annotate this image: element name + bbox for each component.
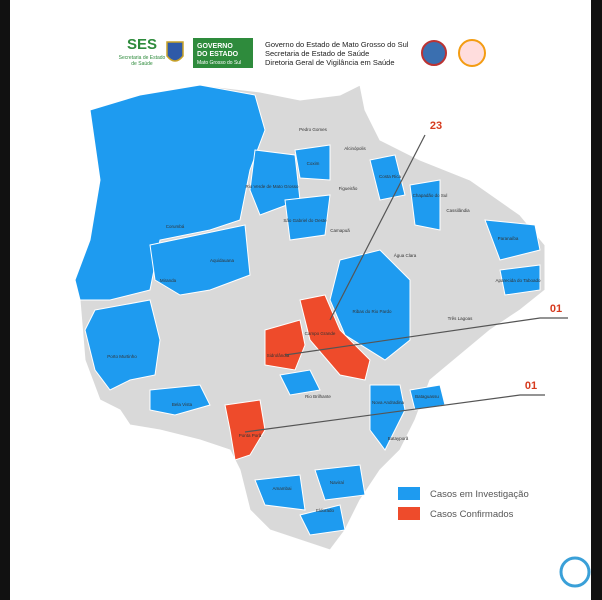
region bbox=[74, 84, 266, 301]
region bbox=[149, 224, 251, 296]
municipality-label: Bela Vista bbox=[172, 402, 193, 407]
region bbox=[279, 369, 321, 396]
municipality-label: Chapadão do Sul bbox=[413, 193, 448, 198]
header-line: Diretoria Geral de Vigilância em Saúde bbox=[265, 58, 395, 67]
municipality-label: Nova Andradina bbox=[372, 400, 405, 405]
municipality-label: Pedro Gomes bbox=[299, 127, 328, 132]
leader-line bbox=[284, 317, 568, 356]
municipality-label: Corumbá bbox=[166, 224, 185, 229]
municipality-labels: Corumbá Rio Verde de Mato Grosso Coxim Cost… bbox=[107, 127, 541, 513]
municipality-label: Ribas do Rio Pardo bbox=[352, 309, 392, 314]
municipality-label: Cassilândia bbox=[446, 208, 470, 213]
badge-text: Mato Grosso do Sul bbox=[197, 60, 241, 66]
badge-text: DO ESTADO bbox=[197, 51, 239, 58]
legend-swatch bbox=[398, 487, 420, 500]
gov-badge bbox=[193, 38, 253, 68]
region bbox=[264, 319, 306, 371]
municipality-label: Camapuã bbox=[330, 228, 350, 233]
municipality-label: Amambai bbox=[272, 486, 291, 491]
legend-swatch bbox=[398, 507, 420, 520]
municipality-label: Figueirão bbox=[339, 186, 358, 191]
ses-logo: SES bbox=[127, 36, 157, 53]
legend-label: Casos em Investigação bbox=[430, 489, 529, 500]
region bbox=[329, 249, 411, 361]
region bbox=[254, 474, 306, 511]
municipality-label: Porto Murtinho bbox=[107, 354, 137, 359]
leader-line bbox=[329, 134, 426, 321]
municipality-label: Água Clara bbox=[394, 252, 417, 258]
municipality-label: Rio Verde de Mato Grosso bbox=[245, 184, 299, 189]
annotation: 01 bbox=[550, 303, 562, 315]
region bbox=[409, 179, 441, 231]
header-line: Governo do Estado de Mato Grosso do Sul bbox=[265, 40, 409, 49]
logo-circle bbox=[421, 40, 447, 66]
legend-label: Casos Confirmados bbox=[430, 509, 514, 520]
annotation: 23 bbox=[430, 120, 442, 132]
region bbox=[224, 399, 266, 461]
right-border bbox=[591, 0, 602, 600]
left-border bbox=[0, 0, 10, 600]
logo-sun bbox=[458, 39, 486, 67]
ses-sub: de Saúde bbox=[131, 61, 153, 67]
municipality-label: Coxim bbox=[307, 161, 320, 166]
region bbox=[369, 154, 406, 201]
municipality-label: Bataguassu bbox=[415, 394, 439, 399]
region bbox=[149, 384, 211, 416]
region bbox=[249, 149, 301, 216]
municipality-label: Alcinópolis bbox=[344, 146, 366, 151]
municipality-label: Rio Brilhante bbox=[305, 394, 331, 399]
watermark-logo bbox=[559, 556, 591, 588]
municipality-label: São Gabriel do Oeste bbox=[283, 218, 327, 223]
municipality-label: Costa Rica bbox=[379, 174, 402, 179]
municipality-label: Naviraí bbox=[330, 480, 345, 485]
municipality-label: Sidrolândia bbox=[267, 353, 290, 358]
municipality-label: Campo Grande bbox=[305, 331, 336, 336]
municipality-label: Paranaíba bbox=[498, 236, 519, 241]
region bbox=[299, 294, 371, 381]
region bbox=[284, 194, 331, 241]
leader-line bbox=[244, 394, 545, 433]
badge-text: GOVERNO bbox=[197, 43, 233, 50]
region bbox=[484, 219, 541, 261]
leader-lines bbox=[244, 134, 568, 433]
municipality-label: Aquidauana bbox=[210, 258, 235, 263]
region bbox=[299, 504, 346, 536]
investigation-regions bbox=[74, 84, 541, 536]
municipality-label: Três Lagoas bbox=[448, 316, 474, 321]
region bbox=[499, 264, 541, 296]
region bbox=[314, 464, 366, 501]
municipality-label: Eldorado bbox=[316, 508, 335, 513]
state-shield bbox=[166, 41, 184, 62]
region bbox=[294, 144, 331, 181]
municipality-label: Aparecida do Taboado bbox=[496, 278, 541, 283]
municipality-label: Miranda bbox=[160, 278, 177, 283]
annotation: 01 bbox=[525, 380, 537, 392]
region bbox=[84, 299, 161, 391]
ses-sub: Secretaria de Estado bbox=[119, 55, 166, 61]
header-line: Secretaria de Estado de Saúde bbox=[265, 49, 369, 58]
confirmed-regions bbox=[224, 294, 371, 461]
region bbox=[369, 384, 406, 451]
municipality-label: Ponta Porã bbox=[239, 433, 262, 438]
municipality-label: Batayporã bbox=[388, 436, 409, 441]
